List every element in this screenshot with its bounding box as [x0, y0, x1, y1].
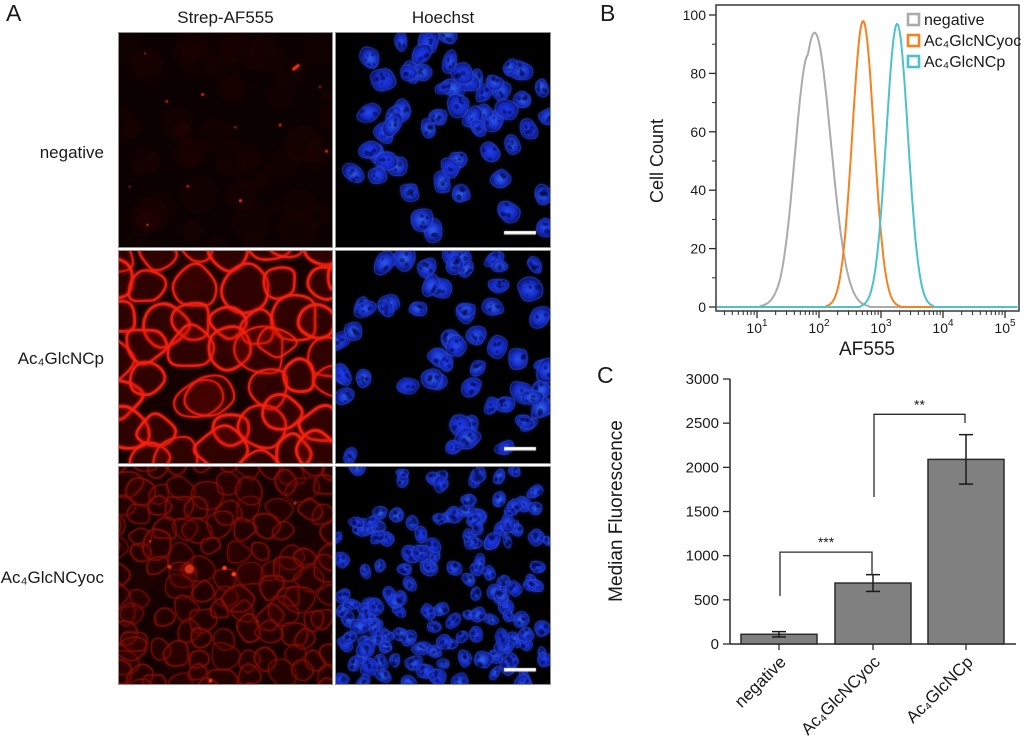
x-category-label: negative [731, 652, 790, 711]
y-tick-label: 500 [694, 592, 719, 609]
x-category-label: Ac₄GlcNCyoc [797, 652, 884, 739]
legend-swatch [906, 12, 921, 27]
micrograph-ac4glcncp-strep-af555 [118, 250, 333, 464]
y-axis-title: Cell Count [647, 119, 667, 203]
histogram-curve-1 [717, 31, 1018, 308]
x-tick-label: 101 [746, 318, 768, 336]
y-tick-label: 80 [690, 65, 706, 81]
micrograph-negative-strep-af555 [118, 32, 333, 248]
micrograph-ac4glcncyoc-hoechst [335, 466, 551, 685]
column-header-strep-af555: Strep-AF555 [177, 8, 274, 27]
x-tick-label: 102 [808, 318, 830, 336]
y-axis-ticks: 0 20 40 60 80 100 [683, 7, 716, 315]
bar-Ac₄GlcNCyoc [834, 582, 912, 645]
x-axis-ticks: 101 102 103 104 105 [724, 311, 1016, 336]
y-tick-label: 20 [690, 241, 706, 257]
micrograph-ac4glcncyoc-strep-af555 [118, 466, 333, 685]
x-axis-title: AF555 [839, 339, 895, 360]
row-label-ac4glcncp: Ac₄GlcNCp [17, 349, 104, 368]
legend: negative Ac₄GlcNCyoc Ac₄GlcNCp [906, 12, 1021, 71]
x-tick-label: 103 [870, 318, 892, 336]
error-bar [959, 433, 973, 485]
y-tick-label: 3000 [686, 371, 719, 388]
legend-swatch [906, 33, 921, 48]
panel-c-label: C [597, 362, 614, 388]
y-tick-label: 1000 [686, 548, 719, 565]
row-label-negative: negative [39, 143, 104, 162]
micrograph-ac4glcncp-hoechst [335, 250, 551, 464]
x-category-label: Ac₄GlcNCp [902, 652, 976, 726]
legend-label: negative [924, 12, 985, 29]
micrograph-negative-hoechst [335, 32, 551, 248]
significance-stars: *** [818, 534, 835, 550]
legend-swatch [906, 54, 921, 69]
y-tick-label: 1500 [686, 504, 719, 521]
y-tick-label: 2500 [686, 415, 719, 432]
column-header-hoechst: Hoechst [411, 8, 475, 27]
y-tick-label: 2000 [686, 459, 719, 476]
y-tick-label: 60 [690, 124, 706, 140]
y-tick-label: 0 [698, 299, 706, 315]
x-tick-label: 105 [994, 318, 1016, 336]
significance-bracket [779, 551, 873, 596]
legend-label: Ac₄GlcNCyoc [924, 33, 1021, 50]
significance-stars: ** [914, 396, 925, 412]
x-tick-label: 104 [932, 318, 954, 336]
row-label-ac4glcncyoc: Ac₄GlcNCyoc [0, 568, 104, 587]
y-axis-ticks: 0 500 1000 1500 2000 2500 3000 [686, 371, 730, 653]
median-fluorescence-bar-chart: 0 500 1000 1500 2000 2500 3000 Median Fluoresce… [606, 371, 1016, 739]
error-bar [866, 573, 880, 593]
flow-cytometry-histogram: 0 20 40 60 80 100 101 102 103 104 105 AF555 Cell Cou… [647, 4, 1021, 360]
legend-label: Ac₄GlcNCp [924, 54, 1005, 71]
bar-Ac₄GlcNCp [927, 458, 1005, 645]
y-tick-label: 40 [690, 182, 706, 198]
histogram-curve-3 [717, 22, 1018, 308]
significance-bracket [873, 413, 966, 497]
error-bar [772, 630, 786, 638]
y-axis-title: Median Fluorescence [606, 420, 627, 602]
panel-b-label: B [600, 0, 616, 26]
panel-a-label: A [6, 0, 22, 26]
y-tick-label: 0 [711, 636, 719, 653]
y-tick-label: 100 [683, 7, 707, 23]
